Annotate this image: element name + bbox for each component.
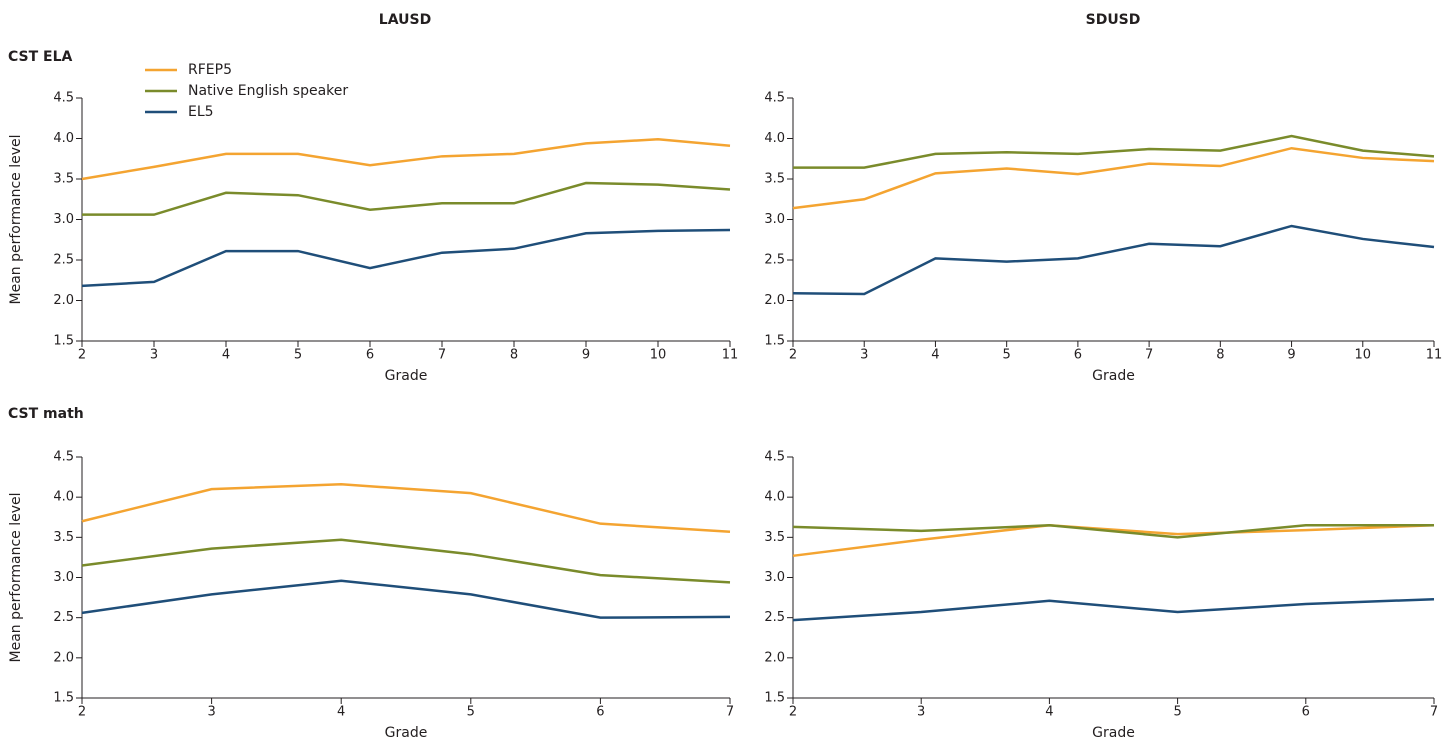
y-tick-label: 3.0 [764,212,785,227]
x-tick-label: 9 [582,348,590,363]
series-line [792,524,1435,558]
x-tick-label: 7 [1430,705,1438,720]
series-line [792,597,1435,622]
x-tick-label: 2 [78,705,86,720]
series-line [792,224,1435,296]
x-tick-label: 6 [1074,348,1082,363]
y-tick-label: 2.5 [53,610,74,625]
x-tick-label: 4 [222,348,230,363]
x-tick-label: 7 [438,348,446,363]
x-tick-label: 3 [860,348,868,363]
y-axis-label: Mean performance level [8,493,24,663]
y-tick-label: 2.5 [764,610,785,625]
x-axis-label: Grade [385,725,428,741]
legend-label: EL5 [188,104,214,120]
y-tick-label: 3.5 [764,172,785,187]
series-line [81,138,731,181]
x-tick-label: 4 [1045,705,1053,720]
series-line [792,524,1434,539]
x-tick-label: 9 [1287,348,1295,363]
y-tick-label: 4.0 [53,490,74,505]
row-title: CST ELA [8,49,73,65]
x-tick-label: 11 [722,348,739,363]
x-axis-label: Grade [385,368,428,384]
y-tick-label: 3.0 [53,212,74,227]
y-tick-label: 4.0 [764,490,785,505]
y-tick-label: 1.5 [53,334,74,349]
x-tick-label: 7 [726,705,734,720]
x-tick-label: 3 [207,705,215,720]
x-axis-label: Grade [1092,368,1135,384]
x-tick-label: 5 [467,705,475,720]
series-line [793,134,1435,169]
y-tick-label: 2.5 [53,253,74,268]
x-tick-label: 2 [789,348,797,363]
x-tick-label: 6 [596,705,604,720]
y-tick-label: 2.5 [764,253,785,268]
series-line [81,483,731,533]
y-tick-label: 1.5 [764,691,785,706]
legend-label: Native English speaker [188,83,348,99]
x-tick-label: 4 [931,348,939,363]
x-tick-label: 3 [917,705,925,720]
x-tick-label: 2 [789,705,797,720]
y-tick-label: 3.0 [764,570,785,585]
y-tick-label: 3.5 [53,172,74,187]
x-tick-label: 6 [1302,705,1310,720]
y-tick-label: 1.5 [764,334,785,349]
x-tick-label: 5 [1173,705,1181,720]
y-tick-label: 2.0 [764,293,785,308]
x-tick-label: 10 [650,348,667,363]
y-tick-label: 3.5 [53,530,74,545]
legend-label: RFEP5 [188,62,232,78]
row-title: CST math [8,406,84,422]
y-tick-label: 2.0 [53,293,74,308]
series-line [792,146,1435,210]
series-line [82,181,731,216]
x-tick-label: 4 [337,705,345,720]
x-axis-label: Grade [1092,725,1135,741]
column-title: SDUSD [1086,12,1141,28]
y-tick-label: 2.0 [53,650,74,665]
x-tick-label: 2 [78,348,86,363]
series-line [81,228,731,288]
column-title: LAUSD [379,12,431,28]
y-tick-label: 2.0 [764,650,785,665]
x-tick-label: 8 [1216,348,1224,363]
x-tick-label: 10 [1355,348,1372,363]
series-line [81,579,731,619]
x-tick-label: 8 [510,348,518,363]
y-tick-label: 4.0 [53,131,74,146]
x-tick-label: 3 [150,348,158,363]
x-tick-label: 11 [1426,348,1443,363]
x-tick-label: 5 [294,348,302,363]
y-tick-label: 4.5 [764,450,785,465]
y-tick-label: 4.5 [53,91,74,106]
x-tick-label: 6 [366,348,374,363]
y-tick-label: 3.5 [764,530,785,545]
series-line [81,538,731,584]
x-tick-label: 5 [1003,348,1011,363]
y-tick-label: 1.5 [53,691,74,706]
y-tick-label: 3.0 [53,570,74,585]
y-tick-label: 4.5 [764,91,785,106]
y-tick-label: 4.0 [764,131,785,146]
x-tick-label: 7 [1145,348,1153,363]
y-axis-label: Mean performance level [8,135,24,305]
y-tick-label: 4.5 [53,450,74,465]
